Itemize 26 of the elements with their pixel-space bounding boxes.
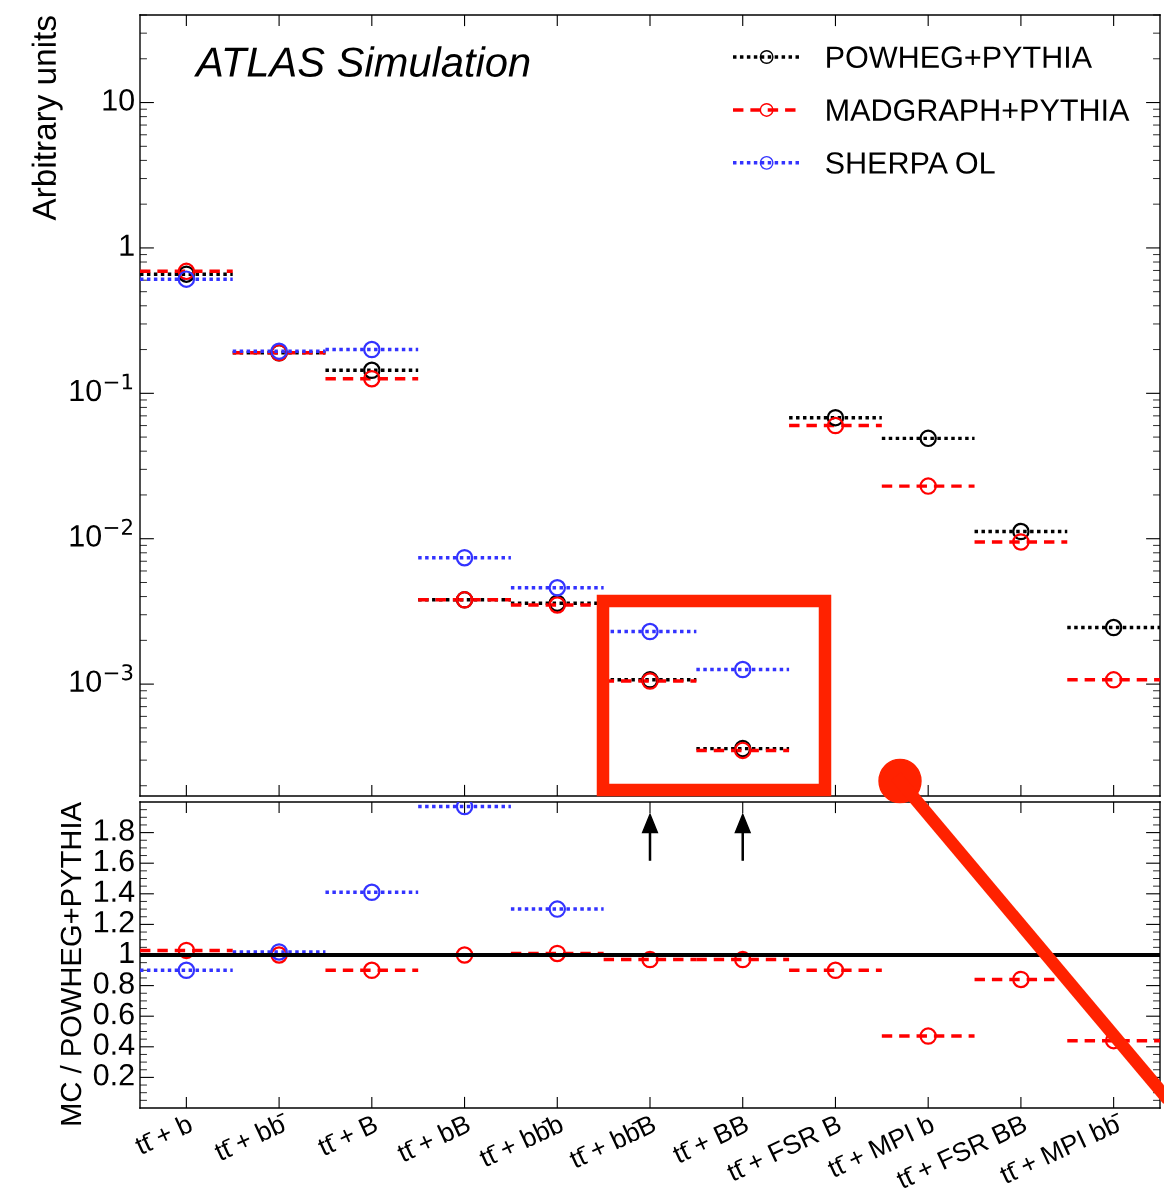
y-tick-label: 1.6 bbox=[95, 849, 134, 872]
y-tick-label: 10$^{−1}$ bbox=[70, 373, 133, 402]
y-axis-title: MC / POWHEG+PYTHIA bbox=[59, 802, 82, 1125]
y-tick-label: 10$^{−2}$ bbox=[70, 518, 132, 547]
y-tick-label: 10 bbox=[103, 89, 134, 111]
x-tick-label: tt̄ + bb̄b bbox=[477, 1113, 565, 1168]
annotation: ATLAS Simulation bbox=[194, 46, 530, 77]
y-tick-label: 10$^{−3}$ bbox=[70, 664, 133, 693]
x-tick-label: tt̄ + bB bbox=[395, 1113, 472, 1163]
y-tick-label: 1.8 bbox=[95, 819, 134, 841]
legend-label: MADGRAPH+PYTHIA bbox=[827, 99, 1130, 121]
y-tick-label: 0.8 bbox=[93, 972, 134, 994]
y-tick-label: 0.4 bbox=[93, 1033, 135, 1055]
y-tick-label: 1.4 bbox=[95, 880, 135, 902]
y-tick-label: 1.2 bbox=[95, 910, 134, 933]
y-tick-label: 1 bbox=[120, 234, 134, 256]
y-tick-label: 1 bbox=[120, 941, 134, 963]
y-axis-title: Arbitrary units bbox=[31, 16, 63, 221]
y-tick-label: 0.2 bbox=[93, 1063, 134, 1086]
x-tick-label: tt̄ + b bbox=[132, 1113, 194, 1156]
legend-label: POWHEG+PYTHIA bbox=[827, 46, 1093, 68]
x-tick-label: tt̄ + bb̄ bbox=[212, 1111, 291, 1162]
x-tick-label: tt̄ + bb̄B bbox=[567, 1113, 657, 1170]
y-tick-label: 0.6 bbox=[93, 1002, 134, 1025]
legend-label: SHERPA OL bbox=[826, 152, 995, 174]
x-tick-label: tt̄ + B bbox=[316, 1114, 379, 1157]
